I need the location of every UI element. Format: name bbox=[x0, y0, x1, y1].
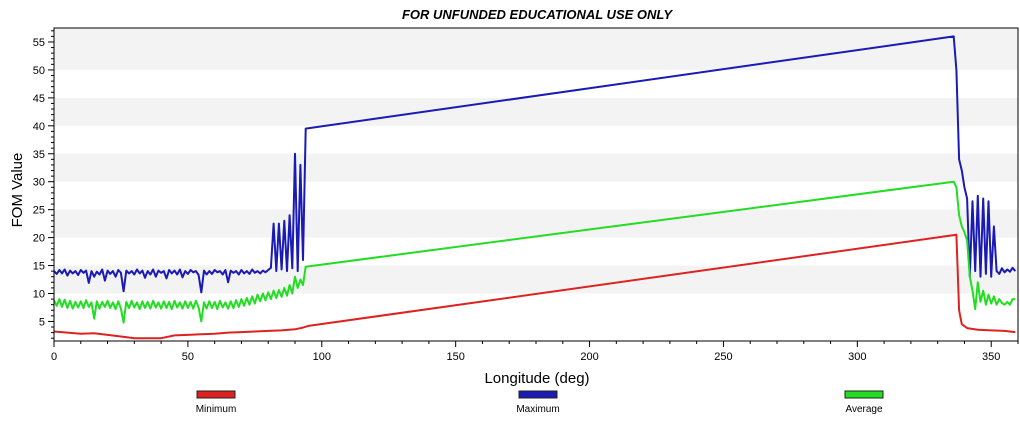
y-tick-label: 5 bbox=[39, 316, 45, 328]
legend-swatch-minimum bbox=[196, 390, 236, 399]
y-tick-label: 15 bbox=[33, 261, 45, 273]
x-tick-label: 150 bbox=[446, 351, 464, 363]
legend-swatch-maximum bbox=[518, 390, 558, 399]
x-tick-label: 0 bbox=[51, 351, 57, 363]
y-tick-label: 55 bbox=[33, 37, 45, 49]
legend: Minimum Maximum Average bbox=[196, 390, 884, 415]
x-axis: 0 50 100 150 200 250 300 350 bbox=[51, 341, 1019, 363]
y-tick-label: 25 bbox=[33, 205, 45, 217]
grid-bands bbox=[54, 28, 1018, 294]
y-tick-label: 45 bbox=[33, 93, 45, 105]
grid-band bbox=[54, 153, 1018, 182]
legend-label-average: Average bbox=[845, 404, 883, 415]
x-tick-label: 350 bbox=[982, 351, 1000, 363]
x-tick-label: 300 bbox=[848, 351, 866, 363]
grid-band bbox=[54, 209, 1018, 238]
grid-band bbox=[54, 41, 1018, 70]
series-line-minimum bbox=[53, 233, 1016, 340]
x-axis-label: Longitude (deg) bbox=[484, 370, 589, 387]
series-layer bbox=[53, 35, 1017, 340]
y-axis-label: FOM Value bbox=[9, 153, 26, 228]
x-tick-label: 100 bbox=[313, 351, 331, 363]
legend-label-maximum: Maximum bbox=[516, 404, 559, 415]
series-line-maximum bbox=[53, 35, 1017, 294]
y-tick-label: 50 bbox=[33, 65, 45, 77]
y-tick-label: 20 bbox=[33, 233, 45, 245]
legend-swatch-average bbox=[844, 390, 884, 399]
series-line-average bbox=[53, 180, 1016, 324]
grid-band bbox=[54, 97, 1018, 126]
x-tick-label: 50 bbox=[182, 351, 194, 363]
y-tick-label: 40 bbox=[33, 121, 45, 133]
y-tick-label: 35 bbox=[33, 149, 45, 161]
y-tick-label: 30 bbox=[33, 177, 45, 189]
chart-title: FOR UNFUNDED EDUCATIONAL USE ONLY bbox=[402, 7, 673, 22]
y-axis: 5 10 15 20 25 30 35 40 45 50 55 bbox=[33, 30, 54, 339]
y-tick-label: 10 bbox=[33, 288, 45, 300]
grid-band bbox=[54, 28, 1018, 42]
legend-label-minimum: Minimum bbox=[196, 404, 237, 415]
x-tick-label: 200 bbox=[580, 351, 598, 363]
x-tick-label: 250 bbox=[714, 351, 732, 363]
